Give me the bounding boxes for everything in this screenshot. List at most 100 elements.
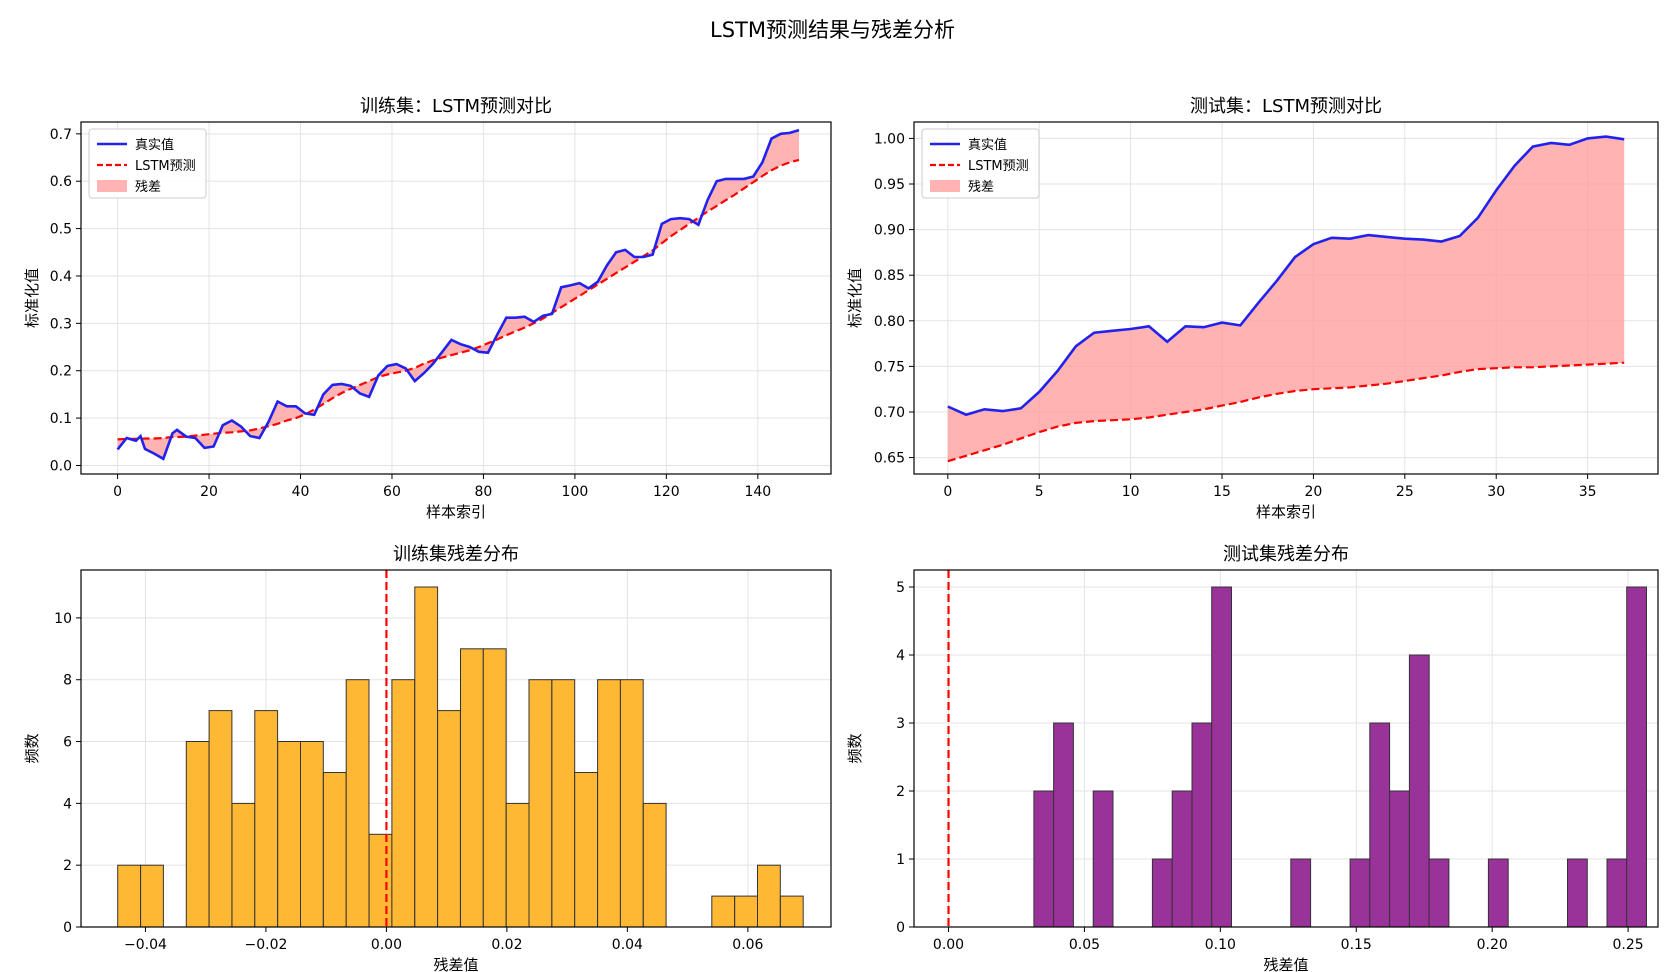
test-hist-ylabel: 频数 <box>846 733 864 763</box>
legend-label: 残差 <box>968 180 994 195</box>
histogram-bar <box>368 833 393 928</box>
y-tick-label: 0.95 <box>874 177 905 193</box>
histogram-bar <box>1606 858 1628 928</box>
histogram-bar <box>482 648 507 928</box>
histogram-bar <box>208 710 233 928</box>
x-tick-label: 0.25 <box>1613 937 1644 953</box>
x-tick-label: 0.06 <box>732 937 763 953</box>
y-tick-label: 2 <box>896 784 905 800</box>
y-tick-label: 0.85 <box>874 268 905 284</box>
y-tick-label: 0.5 <box>50 222 72 238</box>
histogram-bar <box>528 679 553 928</box>
test-line-frame <box>913 121 1659 475</box>
legend-swatch <box>97 180 127 192</box>
histogram-bar <box>1033 790 1055 928</box>
train-line-ylabel: 标准化值 <box>23 268 41 328</box>
test-line-xlabel: 样本索引 <box>1256 503 1316 521</box>
histogram-bar <box>551 679 576 928</box>
y-tick-label: 1 <box>896 852 905 868</box>
train-line-residual-area <box>117 130 800 459</box>
x-tick-label: −0.02 <box>244 937 287 953</box>
histogram-bar <box>1369 722 1391 928</box>
test-line-residual-area <box>947 136 1625 462</box>
test-hist-title: 测试集残差分布 <box>1223 544 1349 565</box>
histogram-bar <box>505 802 530 928</box>
x-tick-label: 0.02 <box>491 937 522 953</box>
legend-label: 真实值 <box>968 137 1007 153</box>
histogram-bar <box>391 679 416 928</box>
test-hist-axes: 测试集残差分布 0.00 0.05 0.10 0.15 0.20 0.25 0 1 2 3 4 5 残差值… <box>846 544 1659 972</box>
y-tick-label: 4 <box>896 648 905 664</box>
y-tick-label: 0.2 <box>50 364 72 380</box>
x-tick-label: 0.20 <box>1477 937 1508 953</box>
x-tick-label: 20 <box>1305 484 1323 500</box>
histogram-bar <box>734 895 759 928</box>
y-tick-label: 6 <box>63 735 72 751</box>
x-tick-label: 40 <box>292 484 310 500</box>
train-hist-frame <box>80 569 832 928</box>
x-tick-label: 35 <box>1579 484 1597 500</box>
x-tick-label: 0.00 <box>933 937 964 953</box>
x-tick-label: 120 <box>653 484 680 500</box>
histogram-bar <box>1092 790 1114 928</box>
histogram-bar <box>1290 858 1312 928</box>
x-tick-label: 5 <box>1035 484 1044 500</box>
train-hist-axes: 训练集残差分布 −0.04 −0.02 0.00 0.02 0.04 0.06 0 2 4 6 8 10… <box>23 544 832 972</box>
histogram-bar <box>1053 722 1074 928</box>
x-tick-label: 20 <box>200 484 218 500</box>
histogram-bar <box>642 802 667 928</box>
histogram-bar <box>1151 858 1173 928</box>
x-tick-label: 0 <box>113 484 122 500</box>
y-tick-label: 0.1 <box>50 411 72 427</box>
y-tick-label: 0 <box>63 920 72 936</box>
histogram-bar <box>277 741 302 928</box>
test-line-ylabel: 标准化值 <box>846 268 864 328</box>
legend-label: LSTM预测 <box>968 159 1029 174</box>
x-tick-label: 0 <box>943 484 952 500</box>
y-tick-label: 0.70 <box>874 405 905 421</box>
histogram-bar <box>1487 858 1509 928</box>
histogram-bar <box>300 741 324 928</box>
x-tick-label: 80 <box>475 484 493 500</box>
x-tick-label: −0.04 <box>124 937 167 953</box>
x-tick-label: 0.00 <box>371 937 402 953</box>
train-line-actual-line <box>116 128 800 461</box>
y-tick-label: 0.65 <box>874 451 905 467</box>
x-tick-label: 0.10 <box>1205 937 1236 953</box>
x-tick-label: 140 <box>744 484 771 500</box>
test-line-title: 测试集：LSTM预测对比 <box>1190 96 1382 117</box>
x-tick-label: 0.15 <box>1341 937 1372 953</box>
histogram-bar <box>597 679 621 928</box>
histogram-bar <box>231 802 256 928</box>
y-tick-label: 0.7 <box>50 127 72 143</box>
test-line-axes: 测试集：LSTM预测对比 0 5 10 15 20 25 30 35 0.65 0.70 0.75 0.… <box>846 96 1659 521</box>
train-line-xlabel: 样本索引 <box>426 503 486 521</box>
x-tick-label: 30 <box>1487 484 1505 500</box>
histogram-bar <box>711 895 736 928</box>
histogram-bar <box>1408 654 1430 928</box>
histogram-bar <box>779 895 804 928</box>
histogram-bar <box>185 741 210 928</box>
y-tick-label: 3 <box>896 716 905 732</box>
train-hist-title: 训练集残差分布 <box>393 544 519 565</box>
legend-label: LSTM预测 <box>135 159 196 174</box>
histogram-bar <box>1626 586 1647 928</box>
y-tick-label: 0.80 <box>874 314 905 330</box>
histogram-bar <box>345 679 370 928</box>
legend-label: 残差 <box>135 180 161 195</box>
histogram-bar <box>1211 586 1232 928</box>
x-tick-label: 100 <box>562 484 589 500</box>
y-tick-label: 0.6 <box>50 174 72 190</box>
x-tick-label: 60 <box>383 484 401 500</box>
y-tick-label: 0.3 <box>50 316 72 332</box>
train-hist-xlabel: 残差值 <box>433 956 478 972</box>
y-tick-label: 0.90 <box>874 223 905 239</box>
y-tick-label: 10 <box>54 611 72 627</box>
y-tick-label: 0 <box>896 920 905 936</box>
histogram-bar <box>1428 858 1450 928</box>
histogram-bar <box>1567 858 1588 928</box>
x-tick-label: 0.04 <box>612 937 643 953</box>
histogram-bar <box>757 864 781 928</box>
histogram-bar <box>140 864 164 928</box>
